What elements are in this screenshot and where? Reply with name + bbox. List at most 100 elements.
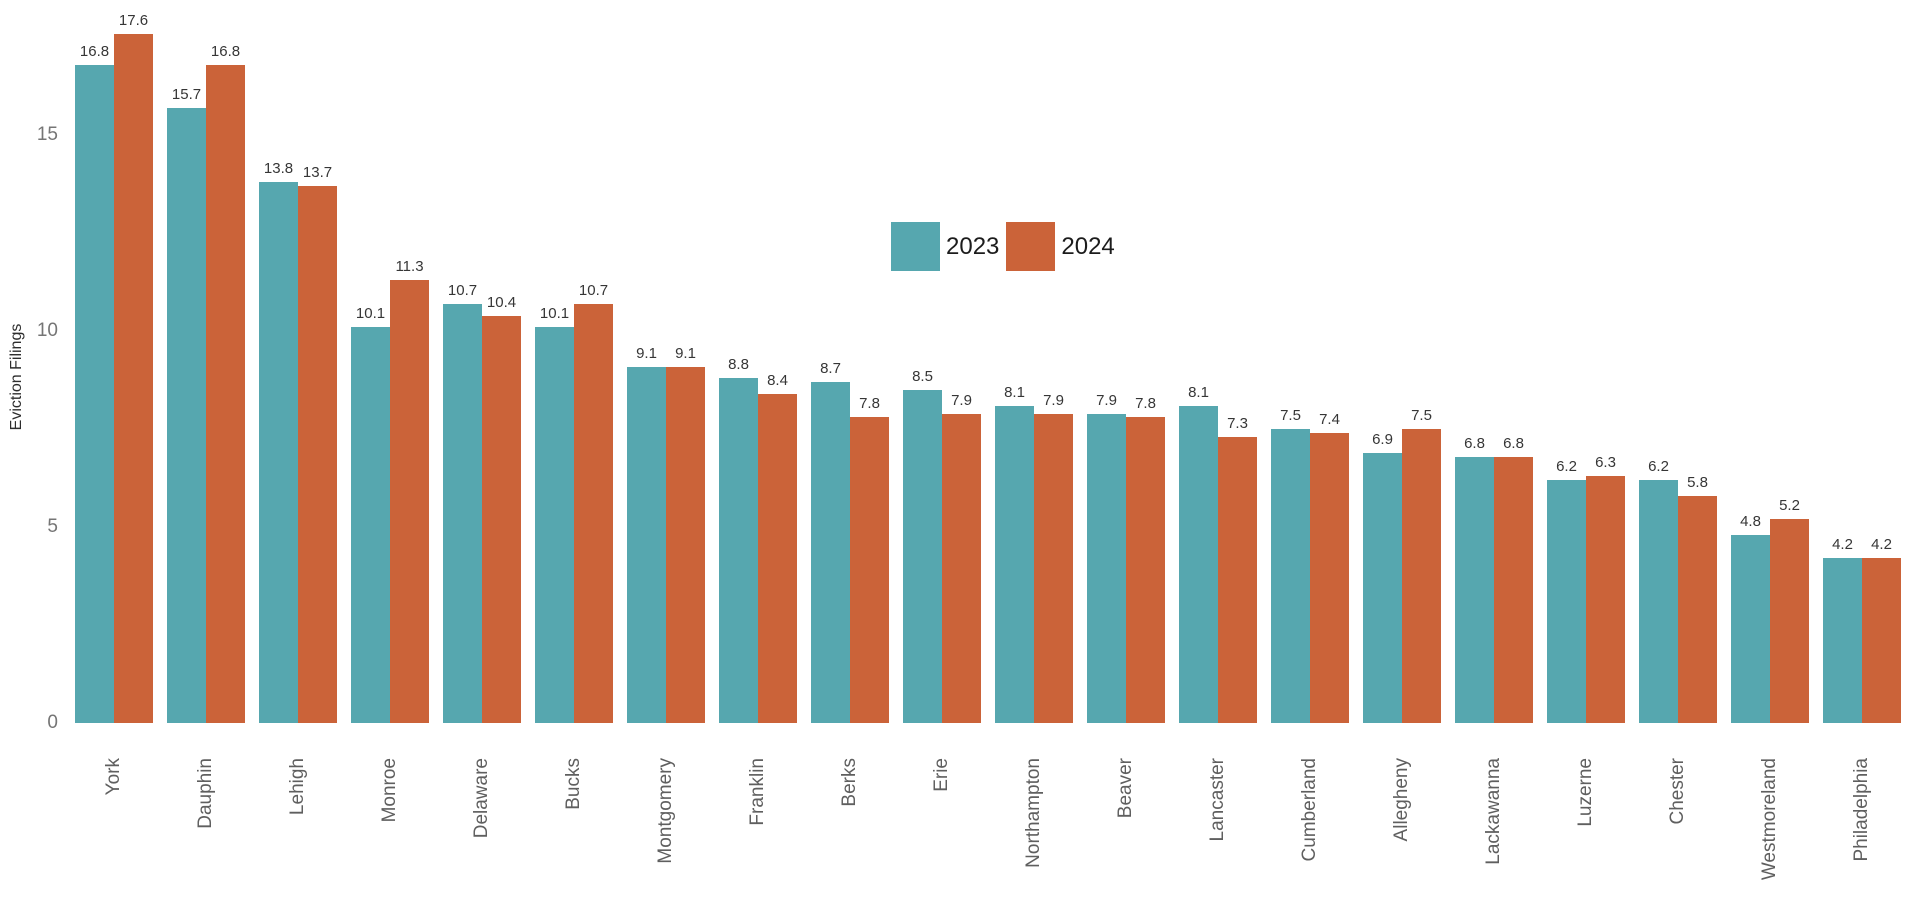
- bar-2024-erie[interactable]: [942, 413, 981, 723]
- bar-2023-philadelphia[interactable]: [1823, 558, 1862, 723]
- bar-2024-cumberland[interactable]: [1310, 433, 1349, 723]
- bar-2024-york[interactable]: [114, 33, 153, 723]
- bar-2023-dauphin[interactable]: [167, 108, 206, 723]
- value-label-2023-philadelphia: 4.2: [1832, 536, 1853, 554]
- value-label-2024-delaware: 10.4: [486, 293, 517, 311]
- bar-2024-westmoreland[interactable]: [1770, 519, 1809, 723]
- value-label-2023-luzerne: 6.2: [1556, 458, 1577, 476]
- x-tick-luzerne: Luzerne: [1575, 758, 1596, 827]
- x-tick-westmoreland: Westmoreland: [1759, 758, 1780, 881]
- value-label-2023-cumberland: 7.5: [1280, 407, 1301, 425]
- bar-2024-lackawanna[interactable]: [1494, 456, 1533, 723]
- legend: 2023 2024: [891, 222, 1122, 271]
- bar-2023-lancaster[interactable]: [1179, 405, 1218, 723]
- bar-2023-erie[interactable]: [903, 390, 942, 723]
- bar-2024-montgomery[interactable]: [666, 366, 705, 723]
- bar-2024-beaver[interactable]: [1126, 417, 1165, 723]
- bar-2024-chester[interactable]: [1678, 495, 1717, 723]
- bar-2024-lehigh[interactable]: [298, 186, 337, 723]
- value-label-2024-philadelphia: 4.2: [1871, 536, 1892, 554]
- legend-label-2024: 2024: [1061, 232, 1115, 260]
- value-label-2024-luzerne: 6.3: [1595, 454, 1616, 472]
- bar-2024-lancaster[interactable]: [1218, 437, 1257, 723]
- bar-2023-westmoreland[interactable]: [1731, 534, 1770, 723]
- value-label-2024-lancaster: 7.3: [1227, 415, 1248, 433]
- value-label-2024-york: 17.6: [118, 11, 149, 29]
- bar-2023-beaver[interactable]: [1087, 413, 1126, 723]
- bar-2024-delaware[interactable]: [482, 315, 521, 723]
- bar-2023-lackawanna[interactable]: [1455, 456, 1494, 723]
- bar-2024-northampton[interactable]: [1034, 413, 1073, 723]
- bar-2023-montgomery[interactable]: [627, 366, 666, 723]
- value-label-2023-allegheny: 6.9: [1372, 430, 1393, 448]
- bar-2023-cumberland[interactable]: [1271, 429, 1310, 723]
- bar-2023-delaware[interactable]: [443, 303, 482, 723]
- legend-swatch-2023-icon: [891, 222, 940, 271]
- value-label-2023-dauphin: 15.7: [171, 86, 202, 104]
- x-tick-allegheny: Allegheny: [1391, 758, 1412, 842]
- y-tick-5: 5: [47, 516, 58, 538]
- x-tick-dauphin: Dauphin: [195, 758, 216, 829]
- value-label-2024-beaver: 7.8: [1135, 395, 1156, 413]
- value-label-2023-monroe: 10.1: [355, 305, 386, 323]
- x-tick-northampton: Northampton: [1023, 758, 1044, 868]
- bar-2023-luzerne[interactable]: [1547, 480, 1586, 723]
- value-label-2023-york: 16.8: [79, 42, 110, 60]
- x-tick-chester: Chester: [1667, 758, 1688, 825]
- bar-2024-philadelphia[interactable]: [1862, 558, 1901, 723]
- value-label-2024-northampton: 7.9: [1043, 391, 1064, 409]
- bar-2023-chester[interactable]: [1639, 480, 1678, 723]
- value-label-2024-franklin: 8.4: [767, 371, 788, 389]
- x-tick-berks: Berks: [839, 758, 860, 807]
- value-label-2023-franklin: 8.8: [728, 356, 749, 374]
- value-label-2024-dauphin: 16.8: [210, 42, 241, 60]
- y-tick-0: 0: [47, 712, 58, 733]
- bar-2024-bucks[interactable]: [574, 303, 613, 723]
- x-tick-delaware: Delaware: [471, 758, 492, 839]
- x-tick-philadelphia: Philadelphia: [1851, 758, 1872, 862]
- x-tick-monroe: Monroe: [379, 758, 400, 823]
- value-label-2023-westmoreland: 4.8: [1740, 512, 1761, 530]
- value-label-2023-bucks: 10.1: [539, 305, 570, 323]
- bar-2023-franklin[interactable]: [719, 378, 758, 723]
- bar-2024-franklin[interactable]: [758, 393, 797, 723]
- x-tick-bucks: Bucks: [563, 758, 584, 810]
- value-label-2024-lackawanna: 6.8: [1503, 434, 1524, 452]
- x-tick-franklin: Franklin: [747, 758, 768, 826]
- x-tick-cumberland: Cumberland: [1299, 758, 1320, 862]
- legend-item-2023[interactable]: 2023: [891, 222, 1006, 271]
- value-label-2023-berks: 8.7: [820, 360, 841, 378]
- x-tick-lackawanna: Lackawanna: [1483, 758, 1504, 865]
- value-label-2024-monroe: 11.3: [395, 258, 424, 276]
- value-label-2024-lehigh: 13.7: [302, 164, 333, 182]
- bar-2023-lehigh[interactable]: [259, 182, 298, 723]
- value-label-2023-montgomery: 9.1: [636, 344, 657, 362]
- bar-2024-dauphin[interactable]: [206, 64, 245, 723]
- x-tick-lancaster: Lancaster: [1207, 758, 1228, 842]
- value-label-2023-delaware: 10.7: [447, 281, 478, 299]
- x-tick-beaver: Beaver: [1115, 758, 1136, 819]
- bar-2024-monroe[interactable]: [390, 280, 429, 723]
- value-label-2024-westmoreland: 5.2: [1779, 497, 1800, 515]
- value-label-2023-lackawanna: 6.8: [1464, 434, 1485, 452]
- bar-2023-berks[interactable]: [811, 382, 850, 723]
- value-label-2024-chester: 5.8: [1687, 473, 1708, 491]
- legend-label-2023: 2023: [946, 232, 1000, 260]
- bar-2023-northampton[interactable]: [995, 405, 1034, 723]
- bar-2023-allegheny[interactable]: [1363, 452, 1402, 723]
- legend-item-2024[interactable]: 2024: [1006, 222, 1121, 271]
- x-tick-montgomery: Montgomery: [655, 758, 676, 864]
- value-label-2024-erie: 7.9: [951, 391, 972, 409]
- value-label-2024-montgomery: 9.1: [675, 344, 696, 362]
- bar-2023-york[interactable]: [75, 64, 114, 723]
- bar-2024-luzerne[interactable]: [1586, 476, 1625, 723]
- value-label-2024-cumberland: 7.4: [1319, 411, 1340, 429]
- bar-2023-bucks[interactable]: [535, 327, 574, 723]
- bar-2023-monroe[interactable]: [351, 327, 390, 723]
- bar-2024-berks[interactable]: [850, 417, 889, 723]
- x-tick-lehigh: Lehigh: [287, 758, 308, 816]
- value-label-2023-erie: 8.5: [912, 368, 933, 386]
- value-label-2023-lancaster: 8.1: [1188, 383, 1209, 401]
- bar-2024-allegheny[interactable]: [1402, 429, 1441, 723]
